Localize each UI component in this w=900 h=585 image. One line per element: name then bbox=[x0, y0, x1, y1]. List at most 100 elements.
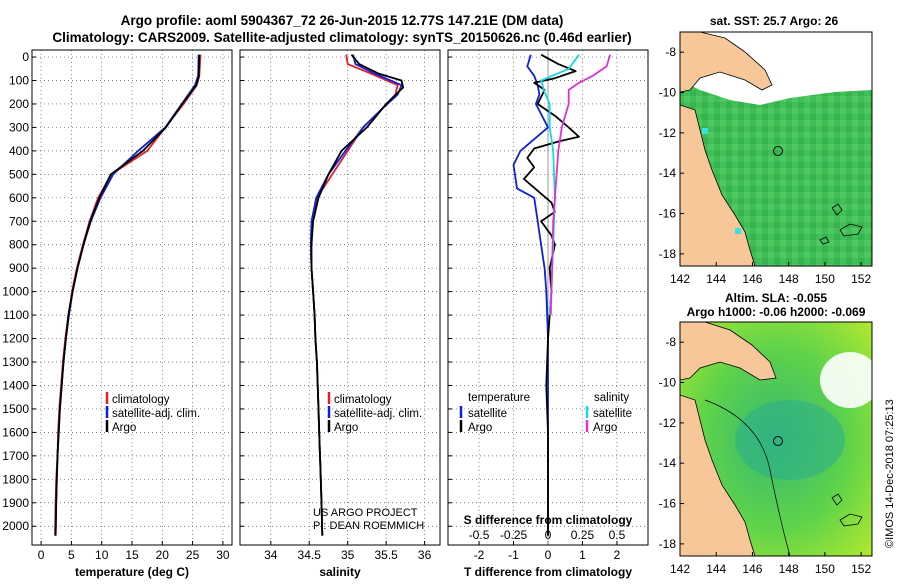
plot-frame bbox=[447, 49, 649, 546]
salinity-panel: 34 34.5 35 35.5 36 salinity bbox=[239, 49, 441, 579]
lon-tick-label: 148 bbox=[779, 272, 799, 286]
lat-tick-label: -8 bbox=[665, 335, 676, 349]
lat-tick-label: -12 bbox=[659, 126, 677, 140]
x-axis-label: T difference from climatology bbox=[464, 565, 632, 579]
depth-tick-label: 2000 bbox=[2, 519, 29, 533]
depth-tick-label: 1000 bbox=[2, 285, 29, 299]
plot-area bbox=[240, 50, 440, 545]
depth-tick-label: 800 bbox=[9, 238, 29, 252]
lat-tick-label: -16 bbox=[659, 497, 677, 511]
x-tick-label: 1 bbox=[579, 548, 586, 562]
land-australia bbox=[680, 394, 756, 556]
legend-climatology: climatology bbox=[112, 394, 170, 406]
title-line-2: Climatology: CARS2009. Satellite-adjuste… bbox=[52, 30, 631, 45]
x-tick-label: 35.5 bbox=[374, 548, 398, 562]
title-line-1: Argo profile: aoml 5904367_72 26-Jun-201… bbox=[121, 13, 564, 28]
lon-tick-label: 152 bbox=[851, 272, 871, 286]
lat-tick-label: -16 bbox=[659, 207, 677, 221]
temperature-legend: climatology satellite-adj. clim. Argo bbox=[105, 392, 200, 434]
x-tick-label: -2 bbox=[474, 548, 485, 562]
x-tick-label: 5 bbox=[68, 548, 75, 562]
s-tick-label: 0.5 bbox=[609, 528, 626, 542]
series-line-salinity-argo bbox=[549, 54, 611, 316]
lon-tick-label: 144 bbox=[706, 562, 726, 576]
legend-t-satellite: satellite bbox=[468, 408, 507, 420]
x-tick-label: 35 bbox=[341, 548, 355, 562]
pi-note: PI: DEAN ROEMMICH bbox=[313, 520, 424, 532]
sla-low bbox=[735, 400, 845, 480]
x-tick-label: 0 bbox=[38, 548, 45, 562]
credit: ©IMOS 14-Dec-2018 07:25:13 bbox=[884, 399, 896, 548]
depth-tick-label: 500 bbox=[9, 167, 29, 181]
sst-map: sat. SST: 25.7 Argo: 26 -8 -10 -12 -14 -16 -1… bbox=[659, 14, 873, 286]
depth-tick-label: 1800 bbox=[2, 472, 29, 486]
land-australia bbox=[680, 104, 756, 266]
lon-tick-label: 152 bbox=[851, 562, 871, 576]
land-new-guinea bbox=[680, 32, 773, 93]
series-group bbox=[54, 54, 202, 536]
x-axis-label: temperature (deg C) bbox=[75, 565, 189, 579]
lat-tick-label: -18 bbox=[659, 247, 677, 261]
legend-t-argo: Argo bbox=[468, 422, 492, 434]
cyan-pixel bbox=[702, 128, 708, 134]
legend-climatology: climatology bbox=[334, 394, 392, 406]
depth-tick-label: 1100 bbox=[3, 308, 29, 322]
x-tick-label: 34.5 bbox=[298, 548, 322, 562]
depth-tick-label: 600 bbox=[9, 191, 29, 205]
lon-tick-label: 142 bbox=[670, 272, 690, 286]
x-tick-label: 0 bbox=[545, 548, 552, 562]
legend-satellite-adj: satellite-adj. clim. bbox=[112, 408, 200, 420]
depth-tick-label: 1700 bbox=[2, 449, 29, 463]
lat-tick-label: -14 bbox=[659, 456, 677, 470]
x-tick-label: 15 bbox=[125, 548, 139, 562]
x-tick-label: 34 bbox=[264, 548, 278, 562]
depth-tick-label: 400 bbox=[9, 144, 29, 158]
depth-tick-label: 1600 bbox=[2, 425, 29, 439]
temperature-panel: 0100200300400500600700800900100011001200… bbox=[2, 49, 233, 579]
sla-map-title-2: Argo h1000: -0.06 h2000: -0.069 bbox=[687, 305, 866, 319]
float-marker bbox=[773, 146, 783, 156]
sst-map-title: sat. SST: 25.7 Argo: 26 bbox=[710, 14, 839, 28]
legend-salinity-title: salinity bbox=[594, 392, 629, 404]
legend-s-satellite: satellite bbox=[593, 408, 632, 420]
lon-tick-label: 148 bbox=[779, 562, 799, 576]
depth-tick-label: 300 bbox=[9, 120, 29, 134]
x-axis-label: salinity bbox=[319, 565, 361, 579]
s-tick-label: -0.5 bbox=[469, 528, 490, 542]
plot-frame bbox=[31, 49, 233, 546]
lon-tick-label: 142 bbox=[670, 562, 690, 576]
land-new-guinea bbox=[680, 322, 777, 381]
depth-tick-label: 100 bbox=[9, 73, 29, 87]
contour bbox=[704, 399, 791, 556]
salinity-legend: climatology satellite-adj. clim. Argo US… bbox=[313, 392, 424, 532]
lat-tick-label: -12 bbox=[659, 416, 677, 430]
x-tick-label: 25 bbox=[186, 548, 200, 562]
lat-tick-label: -18 bbox=[659, 537, 677, 551]
x-tick-label: 36 bbox=[418, 548, 432, 562]
legend-satellite-adj: satellite-adj. clim. bbox=[334, 408, 422, 420]
depth-tick-label: 900 bbox=[9, 261, 29, 275]
reef-islands bbox=[831, 493, 863, 527]
sla-map-frame bbox=[679, 321, 873, 557]
lat-tick-label: -14 bbox=[659, 166, 677, 180]
depth-tick-label: 1500 bbox=[2, 402, 29, 416]
lon-tick-label: 144 bbox=[706, 272, 726, 286]
lon-tick-label: 150 bbox=[815, 562, 835, 576]
project-note: US ARGO PROJECT bbox=[313, 507, 418, 519]
x-tick-label: 10 bbox=[95, 548, 109, 562]
plot-frame bbox=[239, 49, 441, 546]
depth-tick-label: 1200 bbox=[2, 332, 29, 346]
legend-argo: Argo bbox=[112, 422, 136, 434]
x-tick-label: 30 bbox=[216, 548, 230, 562]
s-diff-label: S difference from climatology bbox=[464, 513, 633, 527]
difference-legend: temperature satellite Argo salinity sate… bbox=[459, 392, 633, 527]
x-tick-label: 2 bbox=[614, 548, 621, 562]
no-data-area bbox=[820, 352, 872, 408]
depth-tick-label: 1300 bbox=[2, 355, 29, 369]
lat-tick-label: -10 bbox=[659, 86, 677, 100]
lon-tick-label: 146 bbox=[742, 562, 762, 576]
difference-panel: -2 -1 0 1 2-0.5 -0.25 0 0.25 0.5T difference fro… bbox=[447, 49, 649, 579]
lat-tick-label: -10 bbox=[659, 376, 677, 390]
lat-tick-label: -8 bbox=[665, 45, 676, 59]
depth-tick-label: 0 bbox=[22, 50, 29, 64]
